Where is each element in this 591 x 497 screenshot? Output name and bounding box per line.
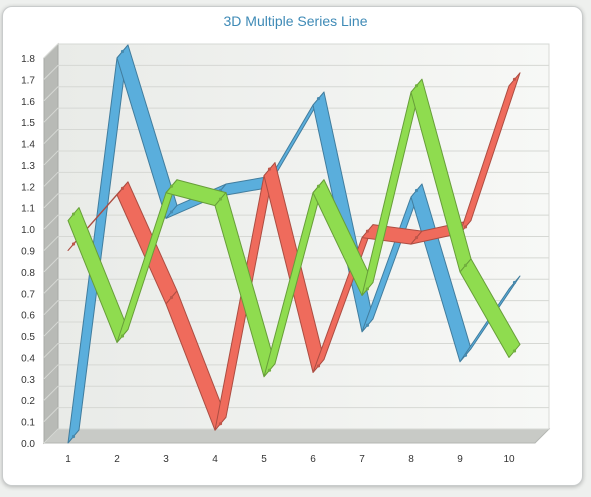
- data-point: [218, 197, 223, 201]
- data-point: [169, 295, 174, 300]
- data-point: [414, 188, 419, 193]
- data-point: [365, 287, 370, 291]
- grid-line: [43, 129, 549, 144]
- x-tick-label: 7: [359, 454, 365, 465]
- data-point: [365, 229, 370, 233]
- data-point: [463, 353, 468, 357]
- data-point: [120, 334, 125, 338]
- y-tick-label: 0.4: [21, 353, 35, 364]
- y-tick-label: 1.0: [21, 225, 35, 236]
- grid-line: [43, 428, 549, 444]
- y-tick-label: 1.5: [21, 118, 35, 129]
- grid-line: [43, 385, 549, 401]
- data-point: [316, 96, 321, 101]
- y-tick-label: 0.0: [21, 439, 35, 450]
- x-tick-label: 3: [163, 454, 169, 465]
- grid-line: [43, 150, 549, 166]
- y-tick-label: 1.4: [21, 140, 35, 151]
- grid-line: [43, 107, 549, 123]
- x-tick-label: 8: [408, 454, 414, 465]
- y-tick-label: 0.6: [21, 311, 35, 322]
- data-point: [71, 242, 76, 246]
- x-tick-label: 10: [503, 454, 515, 465]
- grid-line: [43, 64, 549, 80]
- line-segment: [459, 258, 521, 358]
- x-tick-label: 4: [212, 454, 218, 465]
- y-tick-label: 0.5: [21, 332, 35, 343]
- floor: [42, 428, 551, 444]
- data-point: [120, 49, 125, 54]
- data-point: [316, 184, 321, 188]
- y-tick-label: 1.6: [21, 97, 35, 108]
- grid-line: [43, 342, 549, 358]
- grid-line: [43, 321, 549, 337]
- y-tick-label: 1.2: [21, 182, 35, 193]
- data-point: [267, 167, 272, 171]
- data-point: [463, 263, 468, 267]
- data-point: [463, 225, 468, 229]
- data-point: [512, 280, 517, 285]
- x-tick-label: 9: [457, 454, 463, 465]
- grid-line: [43, 300, 549, 316]
- data-point: [218, 422, 223, 426]
- y-tick-label: 0.2: [21, 396, 35, 407]
- x-tick-label: 5: [261, 454, 267, 465]
- grid-line: [43, 171, 549, 187]
- series-3: [67, 78, 521, 378]
- data-point: [414, 84, 419, 88]
- data-point: [71, 212, 76, 216]
- y-tick-label: 0.9: [21, 247, 35, 258]
- data-point: [512, 77, 517, 81]
- grid-line: [43, 407, 549, 422]
- data-point: [120, 186, 125, 190]
- y-tick-label: 0.1: [21, 418, 35, 429]
- grid-line: [43, 257, 549, 273]
- y-tick-label: 0.7: [21, 289, 35, 300]
- x-tick-label: 6: [310, 454, 316, 465]
- grid-line: [43, 43, 549, 59]
- grid-line: [43, 193, 549, 209]
- grid-line: [43, 86, 549, 102]
- y-tick-label: 1.1: [21, 204, 35, 215]
- y-tick-label: 1.7: [21, 75, 35, 86]
- y-tick-label: 1.8: [21, 54, 35, 65]
- data-point: [267, 368, 272, 372]
- data-point: [71, 434, 76, 439]
- y-tick-label: 0.3: [21, 375, 35, 386]
- data-point: [316, 364, 321, 368]
- data-point: [169, 210, 174, 214]
- y-tick-label: 1.3: [21, 161, 35, 172]
- chart-title: 3D Multiple Series Line: [223, 13, 368, 29]
- line-segment: [459, 72, 521, 234]
- x-tick-label: 1: [65, 454, 71, 465]
- data-point: [414, 235, 419, 240]
- data-point: [365, 323, 370, 327]
- x-tick-label: 2: [114, 454, 120, 465]
- data-point: [512, 349, 517, 353]
- y-tick-label: 0.8: [21, 268, 35, 279]
- data-point: [169, 184, 174, 188]
- grid-line: [43, 364, 549, 380]
